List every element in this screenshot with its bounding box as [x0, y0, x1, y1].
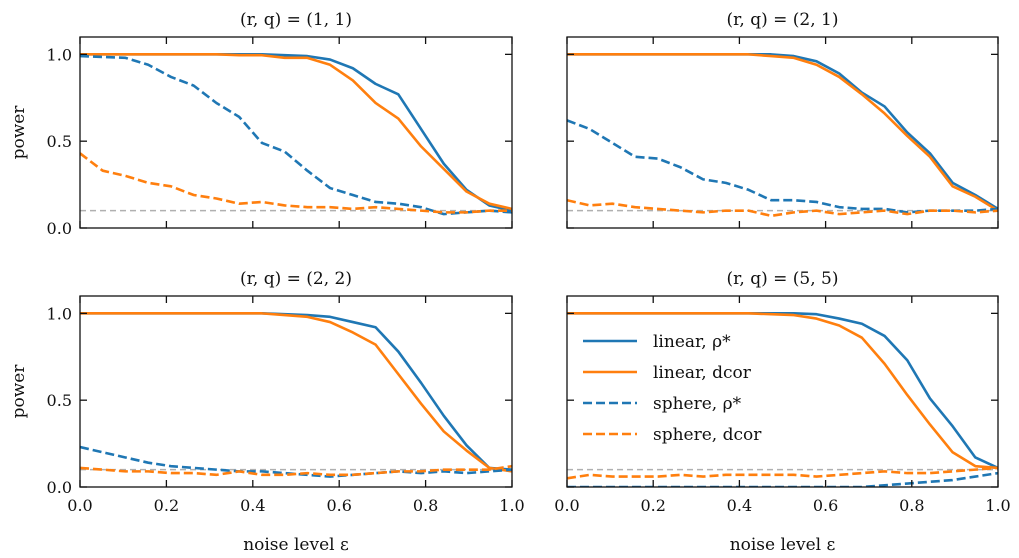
- x-tick-label: 0.8: [413, 496, 438, 515]
- y-tick-label: 0.5: [47, 391, 72, 410]
- axes-frame: [79, 295, 513, 488]
- series-line-linear-rho: [567, 53, 998, 211]
- series-line-sphere-dcor: [80, 152, 512, 214]
- x-tick-label: 0.8: [899, 496, 924, 515]
- y-axis-label: power: [9, 364, 29, 419]
- x-tick-label: 1.0: [985, 496, 1010, 515]
- x-tick-label: 0.2: [154, 496, 179, 515]
- legend-label: linear, dcor: [653, 363, 752, 383]
- legend: linear, ρ* linear, dcor sphere, ρ* sphere, …: [583, 332, 762, 445]
- series-line-linear-dcor: [80, 312, 512, 473]
- axes-frame: [566, 36, 999, 229]
- series-line-linear-dcor: [80, 53, 512, 211]
- legend-label: sphere, dcor: [653, 425, 762, 445]
- series-line-sphere-rho: [567, 119, 998, 214]
- panel-title: (r, q) = (2, 2): [240, 269, 352, 289]
- series-line-sphere-rho: [80, 54, 512, 216]
- series-line-sphere-rho: [80, 445, 512, 478]
- panel-title: (r, q) = (1, 1): [240, 10, 352, 30]
- y-tick-label: 1.0: [47, 304, 72, 323]
- series-line-sphere-dcor: [80, 464, 512, 477]
- panel-title: (r, q) = (2, 1): [727, 10, 839, 30]
- x-axis-label: noise level ε: [243, 535, 349, 555]
- series-line-sphere-dcor: [567, 198, 998, 218]
- series-line-linear-dcor: [567, 53, 998, 212]
- x-tick-label: 0.6: [813, 496, 838, 515]
- x-tick-label: 0.2: [640, 496, 665, 515]
- y-tick-label: 1.0: [47, 45, 72, 64]
- panel-1: 0.0 0.5 1.0 (r, q) = (1, 1) power: [9, 10, 513, 238]
- panel-3: 0.0 0.2 0.4 0.6 0.8 1.0 0.0 0.5 1.0 (r, q) = (2, …: [9, 269, 525, 555]
- x-tick-label: 0.4: [240, 496, 265, 515]
- series-line-linear-rho: [80, 53, 512, 212]
- x-axis-label: noise level ε: [730, 535, 836, 555]
- axes-frame: [79, 36, 513, 229]
- x-tick-label: 0.6: [326, 496, 351, 515]
- legend-label: linear, ρ*: [653, 332, 731, 352]
- panel-title: (r, q) = (5, 5): [727, 269, 839, 289]
- y-tick-label: 0.5: [47, 132, 72, 151]
- y-tick-label: 0.0: [47, 478, 72, 497]
- x-tick-label: 1.0: [499, 496, 524, 515]
- x-tick-label: 0.4: [727, 496, 752, 515]
- y-axis-label: power: [9, 105, 29, 160]
- y-tick-label: 0.0: [47, 219, 72, 238]
- series-line-sphere-rho: [567, 471, 998, 487]
- x-tick-label: 0.0: [67, 496, 92, 515]
- series-line-linear-rho: [567, 312, 998, 470]
- panel-2: (r, q) = (2, 1): [566, 10, 999, 229]
- axes-frame: [566, 295, 999, 488]
- x-tick-label: 0.0: [554, 496, 579, 515]
- series-line-linear-dcor: [567, 312, 998, 470]
- panel-4: 0.0 0.2 0.4 0.6 0.8 1.0 (r, q) = (5, 5) noise l…: [554, 269, 1010, 555]
- legend-label: sphere, ρ*: [653, 394, 742, 414]
- series-line-sphere-dcor: [567, 466, 998, 480]
- series-line-linear-rho: [80, 312, 512, 471]
